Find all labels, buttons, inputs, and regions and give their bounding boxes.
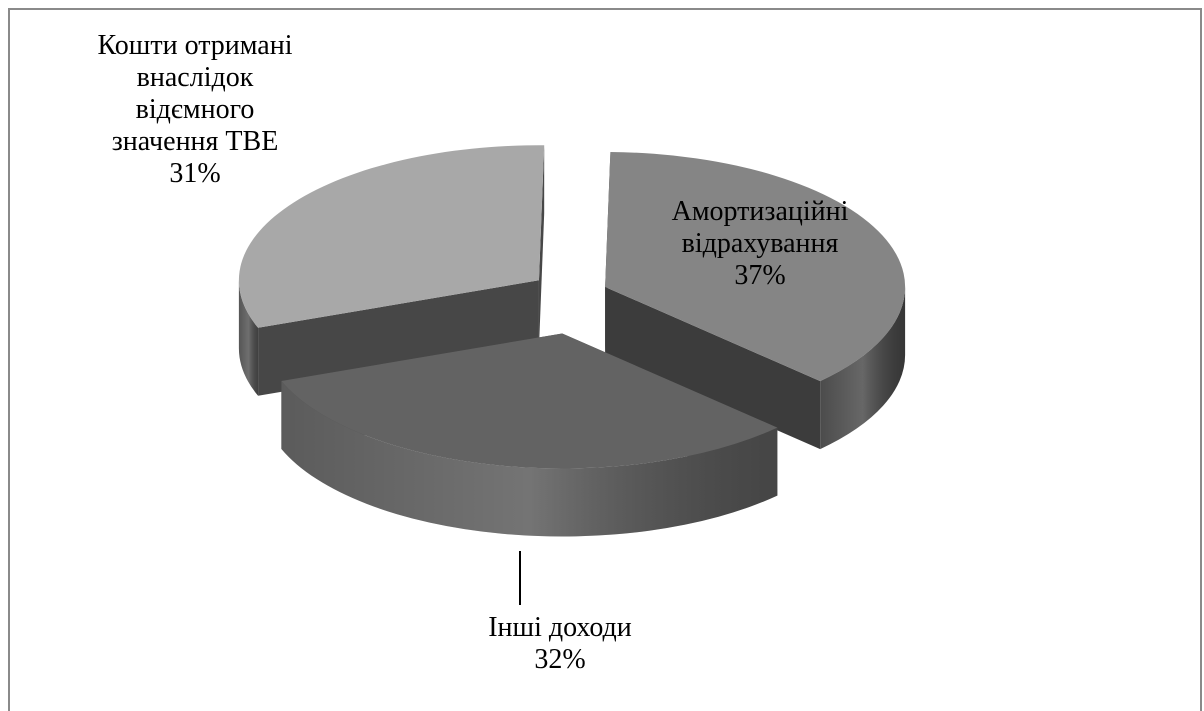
slice-label-line: Амортизаційні [671, 196, 849, 227]
pie-slice-wall [258, 280, 539, 396]
slice-value-label: 31% [169, 158, 221, 189]
pie-slice-side-shade [820, 287, 906, 450]
pie-slice-wall [605, 286, 821, 450]
slice-label-line: відрахування [681, 228, 839, 259]
slice-label-line: Інші доходи [488, 612, 632, 643]
pie-slice-0 [605, 152, 906, 450]
slice-label-line: значення ТВЕ [111, 126, 279, 157]
slice-label-1: Інші доходи 32% [430, 612, 690, 676]
pie-slice-1 [281, 333, 778, 537]
slice-label-2: Кошти отримані внаслідок відємного значе… [50, 30, 340, 190]
slice-value-label: 32% [534, 644, 586, 675]
slice-label-line: внаслідок [136, 62, 254, 93]
pie-slice-top [605, 152, 906, 382]
pie-slice-wall [538, 145, 545, 349]
chart-border [8, 8, 1202, 711]
pie-slice-side-shade [281, 381, 778, 537]
pie-slice-2 [238, 145, 545, 396]
slice-label-0: Амортизаційні відрахування 37% [630, 196, 890, 292]
pie-slice-side-shade [238, 280, 259, 396]
pie-slice-top [281, 333, 778, 469]
pie-slice-top [238, 145, 545, 328]
slice-label-line: Кошти отримані [97, 30, 293, 61]
slice-label-line: відємного [135, 94, 255, 125]
slice-value-label: 37% [734, 260, 786, 291]
